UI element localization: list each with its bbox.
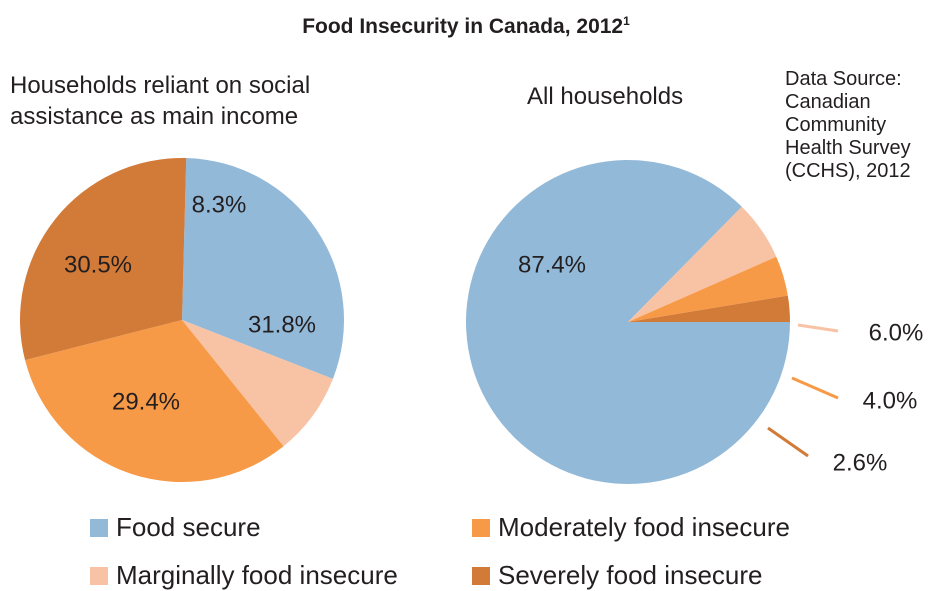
legend-label: Severely food insecure <box>498 560 763 590</box>
data-label-food-secure: 30.5% <box>64 251 132 278</box>
right-pie-title-line-1: All households <box>527 83 684 110</box>
source-line-3: Community <box>785 114 887 136</box>
legend-swatch <box>90 518 108 537</box>
data-label-severely-food-insecure: 2.6% <box>833 449 888 476</box>
pie-slice-food-secure <box>182 158 344 379</box>
source-line-1: Data Source: <box>785 68 902 90</box>
title-footnote: 1 <box>623 14 630 28</box>
legend-label: Marginally food insecure <box>116 560 398 590</box>
legend-item-moderately-food-insecure: Moderately food insecure <box>472 512 790 543</box>
legend-label: Moderately food insecure <box>498 512 790 542</box>
data-label-marginally-food-insecure: 8.3% <box>192 191 247 218</box>
left-pie-title-line-2: assistance as main income <box>10 103 299 130</box>
pie-slice-marginally-food-insecure <box>182 320 333 447</box>
pie-slice-moderately-food-insecure <box>25 320 284 483</box>
pie-slice-marginally-food-insecure <box>628 206 777 322</box>
legend-item-marginally-food-insecure: Marginally food insecure <box>90 560 398 591</box>
source-line-2: Canadian <box>785 91 871 113</box>
callout-line-marginally-food-insecure <box>797 323 839 333</box>
legend-swatch <box>472 566 490 585</box>
legend-item-food-secure: Food secure <box>90 512 261 543</box>
data-label-food-secure: 87.4% <box>518 251 586 278</box>
pie-social-assistance: 30.5% 8.3% 31.8% 29.4% <box>20 157 344 483</box>
callout-line-moderately-food-insecure <box>791 376 839 400</box>
legend-label: Food secure <box>116 512 261 542</box>
data-label-moderately-food-insecure: 4.0% <box>863 387 918 414</box>
pie-slice-severely-food-insecure <box>628 295 790 322</box>
data-source-note: Data Source: Canadian Community Health S… <box>785 68 911 183</box>
pie-slice-moderately-food-insecure <box>628 256 788 322</box>
data-label-marginally-food-insecure: 6.0% <box>869 319 924 346</box>
legend-swatch <box>90 566 108 585</box>
chart-title: Food Insecurity in Canada, 20121 <box>302 14 630 38</box>
legend-item-severely-food-insecure: Severely food insecure <box>472 560 762 591</box>
callout-line-severely-food-insecure <box>767 426 809 458</box>
source-line-4: Health Survey <box>785 137 911 159</box>
right-pie-title: All households <box>527 81 683 112</box>
left-pie-title: Households reliant on social assistance … <box>10 70 310 132</box>
pie-slice-severely-food-insecure <box>20 157 187 361</box>
left-pie-title-line-1: Households reliant on social <box>10 72 311 99</box>
data-label-severely-food-insecure: 29.4% <box>112 388 180 415</box>
pie-all-households: 87.4% 6.0% 4.0% 2.6% <box>465 159 924 485</box>
data-label-moderately-food-insecure: 31.8% <box>248 311 316 338</box>
legend-swatch <box>472 518 490 537</box>
source-line-5: (CCHS), 2012 <box>785 160 911 182</box>
